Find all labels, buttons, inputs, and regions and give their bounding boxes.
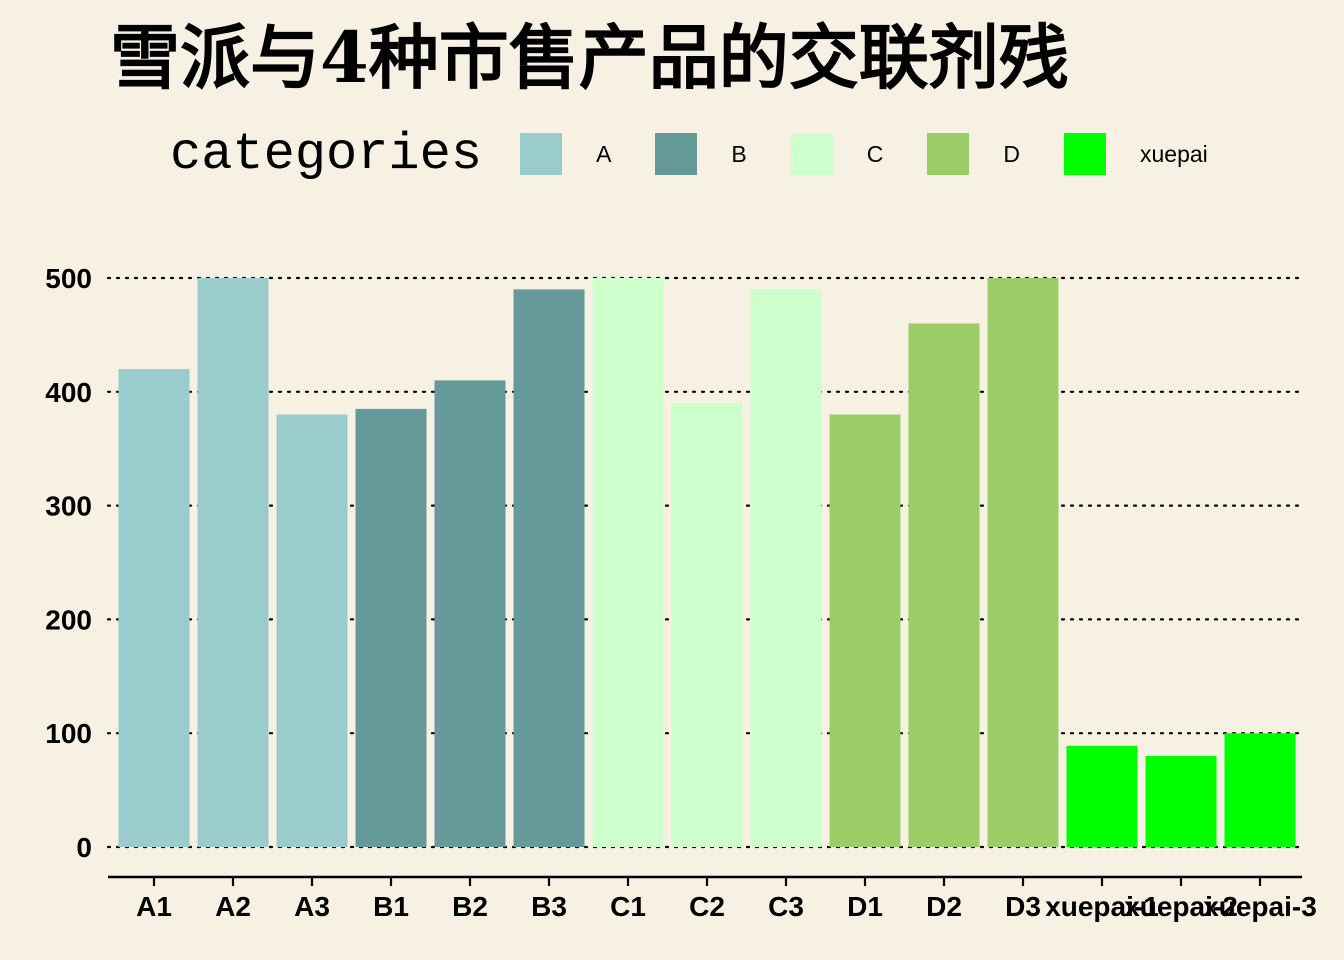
bar-b3 <box>513 289 585 847</box>
legend-label-d: D <box>1003 140 1020 167</box>
x-tick-label: D3 <box>1005 891 1041 922</box>
bar-d1 <box>829 414 901 847</box>
legend-label-a: A <box>596 140 612 167</box>
y-tick-label: 300 <box>45 491 92 522</box>
bars <box>118 278 1296 847</box>
legend-label-c: C <box>866 140 884 167</box>
y-tick-label: 500 <box>45 263 92 294</box>
legend-swatch-a <box>520 133 563 175</box>
y-tick-label: 100 <box>45 718 92 749</box>
legend-item-b: B <box>655 133 790 175</box>
bar-c3 <box>750 289 822 847</box>
legend-item-d: D <box>927 133 1064 175</box>
legend-label-xuepai: xuepai <box>1140 140 1208 167</box>
bar-c1 <box>592 278 664 847</box>
x-tick-label: xuepai-1 <box>1045 891 1159 922</box>
x-tick-label: B2 <box>452 891 488 922</box>
legend: categories A B C D xuepai <box>170 124 1252 184</box>
x-tick-label: C2 <box>689 891 725 922</box>
bar-xuepai-3 <box>1224 733 1296 847</box>
bar-a3 <box>276 414 348 847</box>
axes: 0 100 200 300 400 500 A1 A2 A3 B1 B2 B3 C1 C2 C3 D1 D2 D3… <box>45 263 1317 922</box>
bar-b1 <box>355 408 427 847</box>
legend-label-b: B <box>731 140 747 167</box>
legend-item-xuepai: xuepai <box>1064 133 1252 175</box>
x-tick-label: D2 <box>926 891 962 922</box>
x-tick-label: A2 <box>215 891 251 922</box>
bar-b2 <box>434 380 506 847</box>
x-tick-label: D1 <box>847 891 883 922</box>
bar-d2 <box>908 323 980 847</box>
legend-item-c: C <box>790 133 928 175</box>
x-tick-label: A3 <box>294 891 330 922</box>
legend-title: categories <box>170 124 483 184</box>
x-tick-label: C1 <box>610 891 646 922</box>
legend-item-a: A <box>520 133 655 175</box>
legend-swatch-c <box>790 133 833 175</box>
y-tick-label: 400 <box>45 377 92 408</box>
y-tick-label: 200 <box>45 604 92 635</box>
x-tick-label: B3 <box>531 891 567 922</box>
x-tick-label: C3 <box>768 891 804 922</box>
legend-swatch-b <box>655 133 698 175</box>
bar-a2 <box>197 278 269 847</box>
x-tick-label: B1 <box>373 891 409 922</box>
legend-swatch-xuepai <box>1064 133 1106 175</box>
legend-swatch-d <box>927 133 970 175</box>
x-tick-label: xuepai-3 <box>1203 891 1317 922</box>
x-tick-label: A1 <box>136 891 172 922</box>
bar-xuepai-1 <box>1066 745 1138 847</box>
bar-d3 <box>987 278 1059 847</box>
bar-xuepai-2 <box>1145 755 1217 847</box>
y-tick-label: 0 <box>76 832 92 863</box>
x-tick-label: xuepai-2 <box>1124 891 1238 922</box>
bar-a1 <box>118 369 190 847</box>
bar-c2 <box>671 403 743 847</box>
chart-title: 雪派与4种市售产品的交联剂残 <box>110 16 1069 99</box>
